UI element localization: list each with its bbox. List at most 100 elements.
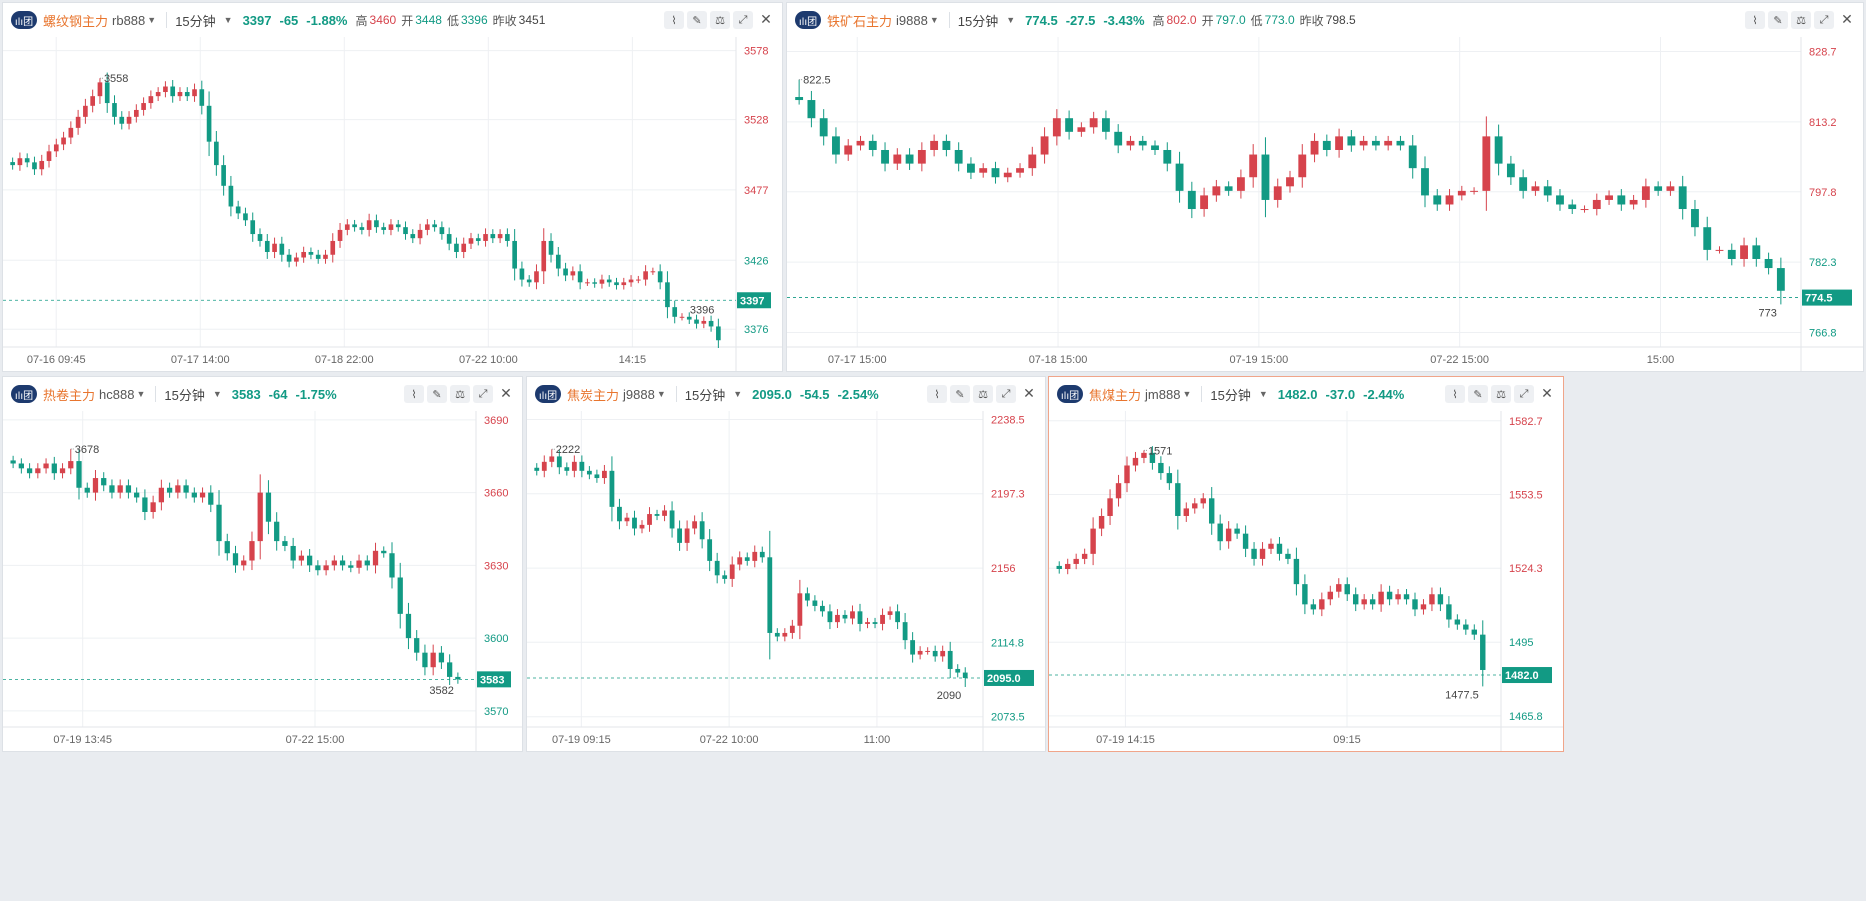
line-chart-icon[interactable]: ⌇ [1445,385,1465,403]
high-value: 802.0 [1166,13,1197,27]
candle [902,613,908,650]
period-selector[interactable]: 15分钟 [684,387,726,403]
candle [1463,619,1469,635]
candle [1445,189,1454,211]
indicator-icon[interactable]: ⚖ [1491,385,1511,403]
period-selector[interactable]: 15分钟 [164,387,205,403]
last-price-tag [737,292,771,309]
candle [586,466,592,480]
instrument-name[interactable]: 铁矿石主力 [827,13,893,29]
candle [264,234,270,259]
y-tick-label: 3426 [744,255,768,267]
candle [1187,181,1196,219]
chevron-down-icon[interactable]: ▼ [1258,389,1268,399]
candle [807,90,816,128]
draw-icon[interactable]: ✎ [427,385,447,403]
chart-panel[interactable]: ılı团 焦炭主力 j9888 ▼ 15分钟 ▼ 2095.0 -54.5 -2.54% ⌇ ✎ ⚖ ⤢… [526,376,1046,752]
candlestick-chart[interactable]: 07-19 14:15 09:15 1582.7 1553.5 1524.3 1495 14… [1049,411,1563,751]
candle [51,456,57,480]
line-chart-icon[interactable]: ⌇ [404,385,424,403]
candle [1470,187,1479,195]
instrument-name[interactable]: 热卷主力 [43,387,96,403]
instrument-code[interactable]: i9888 [896,12,928,28]
chevron-down-icon[interactable]: ▼ [1182,389,1192,399]
close-icon[interactable]: ✕ [760,12,772,28]
period-selector[interactable]: 15分钟 [1210,387,1251,403]
draw-icon[interactable]: ✎ [950,385,970,403]
chevron-down-icon[interactable]: ▼ [1006,15,1016,25]
instrument-name[interactable]: 焦煤主力 [1089,387,1142,403]
line-chart-icon[interactable]: ⌇ [664,11,684,29]
y-tick-label: 3690 [484,415,508,427]
close-icon[interactable]: ✕ [1023,386,1035,402]
panel-header: ılı团 焦煤主力 jm888 ▼ 15分钟 ▼ 1482.0 -37.0 -2.44% [1049,377,1563,411]
period-selector[interactable]: 15分钟 [957,13,999,29]
candle [232,545,239,573]
candle [414,630,420,661]
chart-panel[interactable]: ılı团 焦煤主力 jm888 ▼ 15分钟 ▼ 1482.0 -37.0 -2.44% ⌇ ✎ ⚖ ⤢… [1048,376,1564,752]
candlestick-chart[interactable]: 07-19 09:15 07-22 10:00 11:00 2238.5 2197.3 2… [527,411,1045,751]
candle [1480,620,1486,687]
candle [647,507,652,532]
instrument-name[interactable]: 螺纹钢主力 [43,13,109,29]
instrument-code[interactable]: rb888 [112,12,146,28]
chart-panel[interactable]: ılı团 螺纹钢主力 rb888 ▼ 15分钟 ▼ 3397 -65 -1.88% 高 3460 开 3… [2,2,783,372]
indicator-icon[interactable]: ⚖ [450,385,470,403]
y-tick-label: 1524.3 [1509,563,1543,575]
period-selector[interactable]: 15分钟 [175,13,216,29]
draw-icon[interactable]: ✎ [687,11,707,29]
candlestick-chart[interactable]: 07-17 15:00 07-18 15:00 07-19 15:00 07-22 1… [787,37,1863,371]
close-icon[interactable]: ✕ [1841,12,1853,28]
instrument-code[interactable]: hc888 [99,386,135,402]
candlestick-chart[interactable]: 07-19 13:45 07-22 15:00 3690 3660 3630 3600 35… [3,411,522,751]
candle [844,139,853,161]
chevron-down-icon[interactable]: ▼ [733,389,743,399]
candle [279,236,285,262]
candle [249,531,255,571]
line-chart-icon[interactable]: ⌇ [927,385,947,403]
low-marker-label: 1477.5 [1445,689,1479,701]
draw-icon[interactable]: ✎ [1768,11,1788,29]
instrument-code[interactable]: j9888 [623,386,655,402]
close-icon[interactable]: ✕ [1541,386,1553,402]
chart-panel[interactable]: ılı团 热卷主力 hc888 ▼ 15分钟 ▼ 3583 -64 -1.75% ⌇ ✎ ⚖ ⤢ ✕ 07-… [2,376,523,752]
expand-icon[interactable]: ⤢ [996,385,1016,403]
candle [1715,246,1724,254]
chevron-down-icon[interactable]: ▼ [223,15,233,25]
panel-header: ılı团 热卷主力 hc888 ▼ 15分钟 ▼ 3583 -64 -1.75% [3,377,522,411]
candle [286,249,292,268]
candle [117,479,123,499]
divider [948,12,950,28]
candle [895,604,900,630]
chevron-down-icon[interactable]: ▼ [929,15,939,25]
chevron-down-icon[interactable]: ▼ [212,389,222,399]
candle [639,520,645,534]
draw-icon[interactable]: ✎ [1468,385,1488,403]
indicator-icon[interactable]: ⚖ [1791,11,1811,29]
expand-icon[interactable]: ⤢ [733,11,753,29]
expand-icon[interactable]: ⤢ [1514,385,1534,403]
instrument-code[interactable]: jm888 [1145,386,1181,402]
candle [330,233,336,263]
y-tick-label: 2156 [991,563,1015,575]
instrument-name[interactable]: 焦炭主力 [567,387,620,403]
candle [1429,587,1435,612]
chevron-down-icon[interactable]: ▼ [656,389,666,399]
expand-icon[interactable]: ⤢ [1814,11,1834,29]
candle [454,237,459,259]
candlestick-chart[interactable]: 07-16 09:45 07-17 14:00 07-18 22:00 07-22 1… [3,37,782,371]
expand-icon[interactable]: ⤢ [473,385,493,403]
candle [1361,594,1367,610]
line-chart-icon[interactable]: ⌇ [1745,11,1765,29]
candle [759,546,765,563]
candle [175,479,181,499]
close-icon[interactable]: ✕ [500,386,512,402]
y-tick-label: 3570 [484,706,508,718]
indicator-icon[interactable]: ⚖ [710,11,730,29]
candle [1371,135,1380,151]
chart-panel[interactable]: ılı团 铁矿石主力 i9888 ▼ 15分钟 ▼ 774.5 -27.5 -3.43% 高 802… [786,2,1864,372]
chevron-down-icon[interactable]: ▼ [136,389,146,399]
chevron-down-icon[interactable]: ▼ [147,15,157,25]
candle [1302,574,1308,615]
indicator-icon[interactable]: ⚖ [973,385,993,403]
